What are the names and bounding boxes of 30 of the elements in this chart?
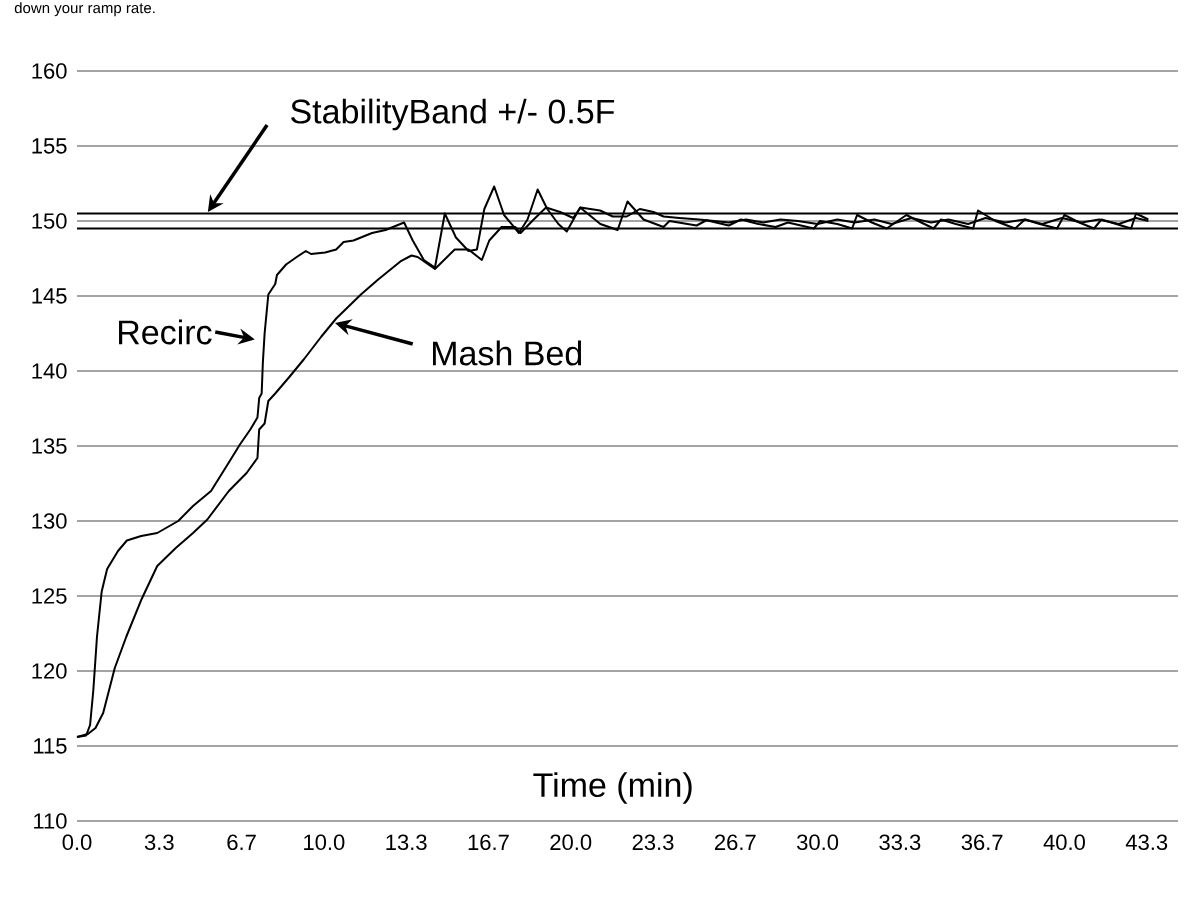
x-tick-label: 30.0 [797, 834, 839, 851]
y-tick-label: 130 [32, 513, 67, 529]
x-tick-label: 40.0 [1043, 834, 1085, 851]
x-tick-label: 3.3 [144, 834, 174, 851]
y-tick-label: 120 [32, 663, 67, 679]
x-tick-label: 16.7 [468, 834, 509, 851]
x-tick-label: 43.3 [1125, 834, 1168, 851]
y-tick-label: 160 [32, 63, 67, 79]
y-tick-label: 140 [32, 363, 67, 379]
x-tick-label: 26.7 [715, 834, 756, 851]
legend-label: Mash Bed [433, 340, 582, 366]
y-tick-label: 110 [34, 813, 67, 829]
text: down your ramp rate. [14, 2, 155, 17]
x-tick-label: 6.7 [227, 834, 256, 851]
x-tick-label: 33.3 [879, 834, 921, 851]
x-tick-label: 23.3 [632, 834, 674, 851]
annotation: StabilityBand +/- 0.5F [291, 98, 615, 131]
x-tick-label: 13.3 [386, 834, 427, 851]
y-tick-label: 115 [34, 738, 67, 754]
x-tick-label: 36.7 [961, 834, 1003, 851]
y-tick-label: 150 [32, 213, 67, 229]
x-axis-title: Time (min) [533, 772, 692, 804]
y-tick-label: 145 [32, 288, 67, 304]
y-tick-label: 155 [32, 138, 67, 154]
series-label: Recirc [119, 319, 212, 345]
x-tick-label: 10.0 [304, 834, 345, 851]
x-tick-label: 0.0 [62, 834, 92, 851]
x-tick-label: 20.0 [550, 834, 592, 851]
y-tick-label: 125 [32, 588, 67, 604]
y-tick-label: 135 [32, 438, 67, 454]
